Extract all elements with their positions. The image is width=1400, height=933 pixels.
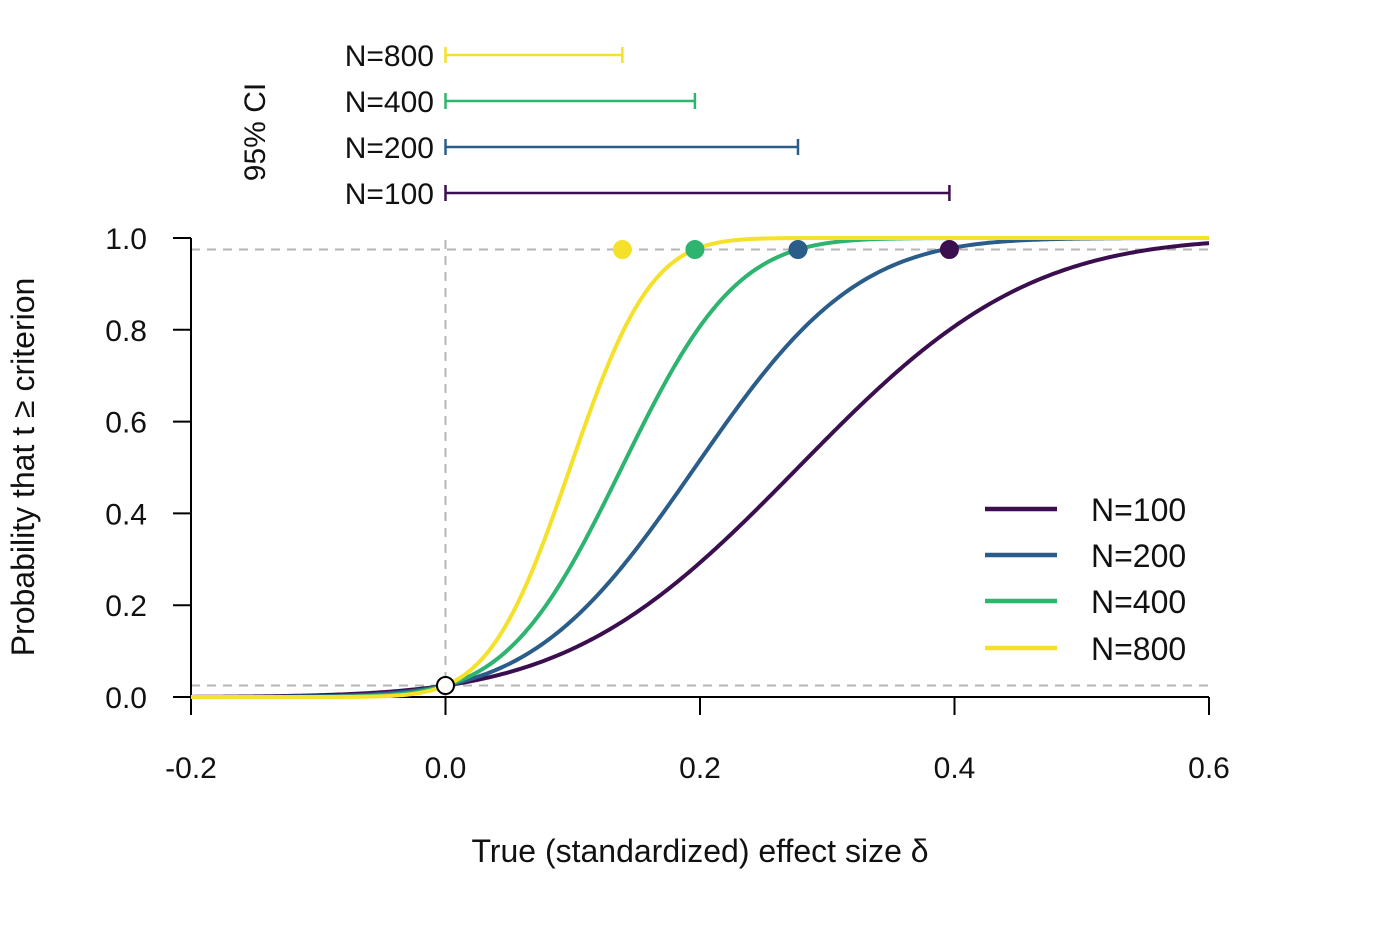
x-tick-label: 0.0: [425, 752, 467, 785]
series-line-2: [191, 236, 1209, 699]
series-marker-3: [612, 239, 632, 259]
x-axis-ticks: -0.2 0.0 0.2 0.4 0.6: [165, 697, 1230, 785]
ci-interval-label: N=200: [345, 132, 434, 165]
series-markers: [436, 239, 959, 696]
y-tick-label: 0.2: [105, 590, 147, 623]
series-curves: [190, 236, 1210, 699]
series-marker-2: [685, 239, 705, 259]
ci-interval-label: N=400: [345, 86, 434, 119]
series-line-3: [191, 236, 1209, 699]
origin-marker: [436, 676, 455, 696]
y-tick-label: 0.6: [105, 407, 147, 440]
x-axis-title: True (standardized) effect size δ: [471, 833, 928, 869]
reference-lines: [191, 238, 1209, 697]
y-tick-label: 0.4: [105, 498, 147, 531]
y-tick-label: 0.8: [105, 315, 147, 348]
legend-label: N=400: [1091, 584, 1186, 620]
x-tick-label: 0.4: [934, 752, 976, 785]
x-tick-label: 0.2: [679, 752, 721, 785]
series-marker-1: [788, 239, 808, 259]
series-line-1: [191, 236, 1209, 699]
ci-interval-label: N=100: [345, 178, 434, 211]
legend-label: N=800: [1091, 631, 1186, 667]
y-tick-label: 0.0: [105, 682, 147, 715]
legend: N=100 N=200 N=400 N=800: [985, 492, 1186, 667]
axes: [190, 238, 1209, 698]
y-tick-label: 1.0: [105, 223, 147, 256]
x-tick-label: 0.6: [1188, 752, 1230, 785]
ci-interval-label: N=800: [345, 40, 434, 73]
y-axis-ticks: 0.0 0.2 0.4 0.6 0.8 1.0: [105, 223, 191, 715]
ci-panel-label: 95% CI: [239, 83, 272, 181]
series-line-0: [190, 241, 1210, 699]
x-tick-label: -0.2: [165, 752, 217, 785]
legend-label: N=100: [1091, 492, 1186, 528]
series-marker-0: [939, 239, 959, 259]
legend-label: N=200: [1091, 538, 1186, 574]
y-axis-title: Probability that t ≥ criterion: [5, 278, 41, 657]
ci-panel: N=800 N=400 N=200 N=100: [345, 40, 951, 211]
